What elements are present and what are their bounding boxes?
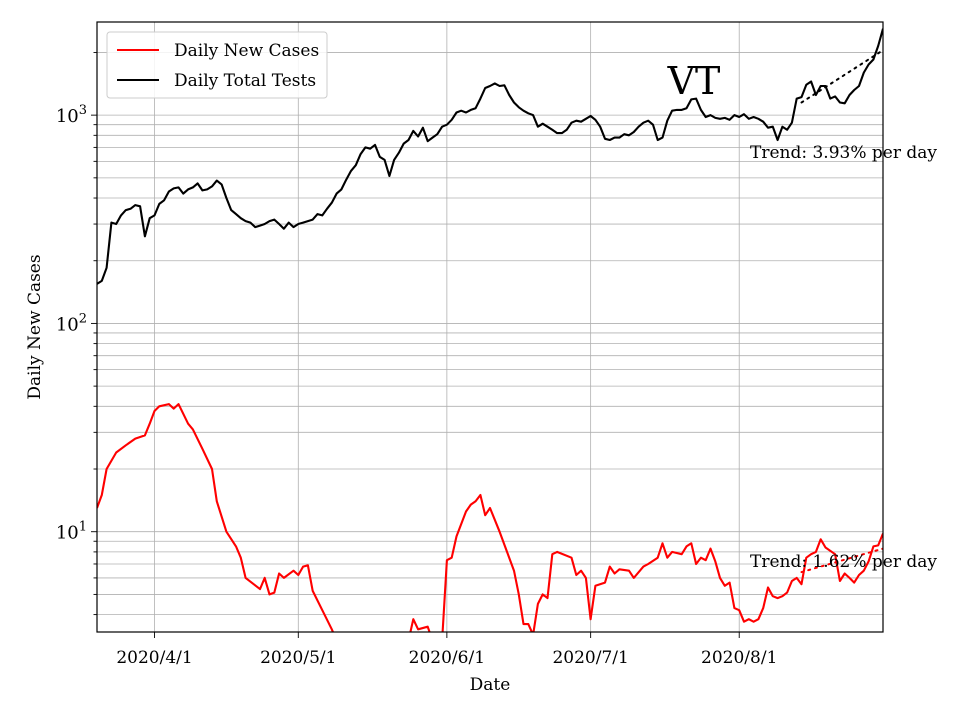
x-tick-label: 2020/5/1 (260, 648, 336, 668)
y-tick-label: 103 (56, 103, 87, 127)
y-axis-label: Daily New Cases (25, 254, 45, 399)
x-tick-label: 2020/7/1 (552, 648, 628, 668)
legend-label-tests: Daily Total Tests (174, 71, 316, 91)
plot-lines (97, 28, 883, 632)
y-tick-label: 101 (56, 520, 87, 544)
trend-line-cases (800, 547, 883, 574)
legend: Daily New Cases Daily Total Tests (106, 31, 328, 99)
x-tick-label: 2020/6/1 (409, 648, 485, 668)
plot-frame (96, 21, 884, 633)
chart-title: VT (667, 59, 721, 103)
trend-line-tests (800, 49, 883, 104)
series-line-daily-total-tests (97, 28, 883, 285)
x-axis-label: Date (470, 675, 511, 695)
x-tick-label: 2020/4/1 (116, 648, 192, 668)
grid-lines (97, 22, 883, 632)
legend-label-cases: Daily New Cases (174, 41, 319, 61)
series-line-daily-new-cases (97, 403, 883, 632)
y-tick-label: 102 (56, 311, 87, 335)
axis-ticks: 101 102 103 2020/4/1 2020/5/1 2020/6/1 2020/7/… (56, 51, 777, 668)
annotation-trend-cases: Trend: 1.62% per day (750, 552, 937, 572)
legend-box (106, 31, 328, 99)
annotation-trend-tests: Trend: 3.93% per day (750, 143, 937, 163)
x-tick-label: 2020/8/1 (701, 648, 777, 668)
